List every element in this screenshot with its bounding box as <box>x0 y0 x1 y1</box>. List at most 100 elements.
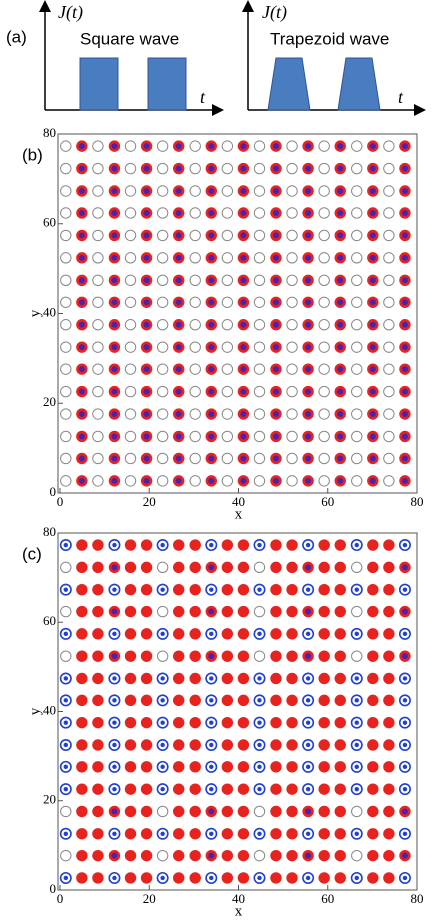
site-empty <box>124 274 137 286</box>
site-red <box>92 650 104 662</box>
site-core <box>209 631 214 637</box>
site-core <box>160 764 165 770</box>
site-core <box>354 875 359 881</box>
site-core <box>175 187 182 194</box>
site-red <box>140 672 153 685</box>
site-core <box>111 388 118 395</box>
site-red <box>334 583 346 596</box>
site-red <box>92 872 104 884</box>
site-core <box>175 344 182 351</box>
site-core <box>208 477 215 484</box>
site-core <box>337 321 344 328</box>
site-core <box>143 277 150 284</box>
pulse <box>337 57 381 111</box>
site-red <box>237 539 250 551</box>
site-core <box>369 187 376 194</box>
site-core <box>305 433 312 440</box>
site-core <box>272 321 279 328</box>
site-empty <box>156 452 169 465</box>
site-core <box>257 631 262 637</box>
site-red <box>92 805 104 818</box>
site-core <box>63 742 69 748</box>
site-core <box>272 299 279 306</box>
site-core <box>369 388 376 395</box>
site-red <box>318 739 330 751</box>
site-core <box>337 388 344 395</box>
site-empty <box>318 385 330 398</box>
site-empty <box>221 430 234 443</box>
site-red <box>318 583 330 596</box>
site-empty <box>318 430 330 443</box>
site-core <box>401 564 408 571</box>
site-empty <box>253 561 266 574</box>
site-red <box>318 694 330 707</box>
site-red <box>140 694 153 707</box>
site-core <box>208 564 215 571</box>
site-core <box>63 875 69 881</box>
site-empty <box>351 408 363 420</box>
site-red <box>286 650 298 662</box>
site-empty <box>351 207 363 219</box>
site-red <box>334 828 346 840</box>
site-core <box>305 764 311 770</box>
site-red <box>383 849 395 862</box>
site-empty <box>318 185 330 197</box>
site-red <box>124 739 137 751</box>
site-red <box>189 583 201 596</box>
x-tick-label: 40 <box>232 494 245 509</box>
site-core <box>257 875 262 881</box>
site-core <box>143 344 150 351</box>
site-empty <box>92 185 104 197</box>
site-red <box>334 694 346 707</box>
site-empty <box>253 805 266 818</box>
site-core <box>175 411 182 418</box>
panel-label: (a) <box>6 27 27 46</box>
site-core <box>160 587 165 592</box>
site-red <box>92 539 104 551</box>
site-empty <box>156 140 169 152</box>
site-core <box>111 344 118 351</box>
site-red <box>334 716 346 729</box>
site-red <box>189 828 201 840</box>
site-empty <box>60 452 72 465</box>
site-red <box>286 828 298 840</box>
site-core <box>240 433 247 440</box>
site-empty <box>156 849 169 862</box>
site-core <box>369 299 376 306</box>
site-core <box>160 542 165 548</box>
site-core <box>337 254 344 261</box>
site-red <box>367 739 379 751</box>
site-empty <box>60 274 72 286</box>
pulse <box>267 57 311 111</box>
site-core <box>305 631 311 637</box>
site-core <box>208 232 215 239</box>
site-empty <box>60 805 72 818</box>
site-empty <box>92 274 104 286</box>
site-red <box>286 672 298 685</box>
site-red <box>189 672 201 685</box>
site-core <box>305 366 312 373</box>
site-core <box>111 653 118 660</box>
site-core <box>272 366 279 373</box>
site-core <box>175 321 182 328</box>
site-empty <box>92 252 104 264</box>
site-red <box>92 849 104 862</box>
site-core <box>369 165 376 172</box>
site-red <box>270 716 282 729</box>
site-red <box>92 761 104 773</box>
site-core <box>175 232 182 239</box>
site-red <box>124 783 137 795</box>
site-red <box>140 561 153 574</box>
site-core <box>143 411 150 418</box>
site-core <box>369 477 376 484</box>
site-red <box>76 716 88 729</box>
x-tick-label: 0 <box>57 891 64 906</box>
site-core <box>240 321 247 328</box>
site-red <box>237 650 250 662</box>
y-tick-label: 0 <box>50 881 57 896</box>
site-empty <box>286 319 298 331</box>
site-empty <box>156 605 169 618</box>
site-core <box>305 299 312 306</box>
site-empty <box>60 252 72 264</box>
site-empty <box>318 252 330 264</box>
